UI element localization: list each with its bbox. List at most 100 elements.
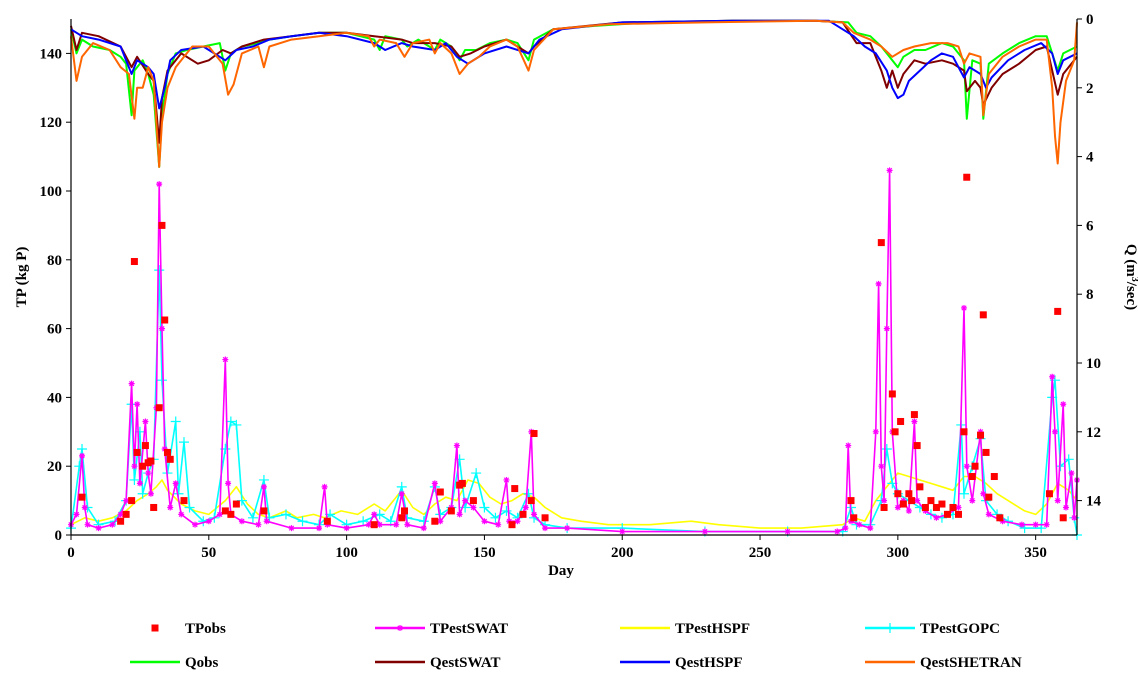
y2-tick-label: 4 (1086, 150, 1094, 166)
tpobs-point-61 (971, 462, 979, 470)
legend: TPobs TPestSWAT TPestHSPF TPestGOPC Qobs Qest… (130, 621, 1022, 671)
tpestswat-point-7 (117, 511, 124, 518)
tpobs-point-33 (519, 510, 527, 518)
tpestswat-point-11 (134, 401, 141, 408)
tpobs-point-29 (458, 479, 466, 487)
series-line-tpestswat (70, 169, 1078, 533)
tpestswat-point-76 (886, 167, 893, 174)
tpestswat-point-84 (933, 514, 940, 521)
tpobs-point-18 (227, 510, 235, 518)
y2-axis-title-base: Q (m (1123, 244, 1138, 277)
tpobs-point-54 (938, 500, 946, 508)
tpobs-point-20 (260, 507, 268, 515)
y-tick-label: 60 (47, 322, 62, 338)
tpobs-point-10 (150, 503, 158, 511)
tpestgopc-point-23 (225, 416, 236, 427)
tpestswat-point-72 (875, 280, 882, 287)
tpestswat-point-51 (470, 504, 477, 511)
tpobs-point-59 (963, 173, 971, 181)
tpestswat-point-33 (288, 525, 295, 532)
tpobs-point-13 (161, 316, 169, 324)
legend-item-qesthspf: QestHSPF (620, 655, 743, 671)
tpestswat-point-65 (834, 528, 841, 535)
tpobs-point-9 (147, 457, 155, 465)
tpestgopc-point-45 (471, 468, 482, 479)
tpestswat-point-43 (404, 521, 411, 528)
series-qestswat (70, 19, 1078, 144)
y2-tick-label: 6 (1086, 218, 1094, 234)
legend-label-qestshetran: QestSHETRAN (920, 655, 1022, 671)
tpobs-point-25 (431, 517, 439, 525)
series-qobs (70, 19, 1078, 168)
tpobs-point-43 (894, 490, 902, 498)
tpestswat-point-34 (316, 525, 323, 532)
y-tick-label: 80 (47, 253, 62, 269)
tpobs-point-35 (530, 430, 538, 438)
tpobs-point-6 (139, 462, 147, 470)
x-tick-label: 100 (335, 545, 358, 561)
tpestswat-point-14 (145, 470, 152, 477)
series-line-qestshetran (70, 19, 1078, 168)
tpobs-point-23 (398, 514, 406, 522)
y-tick-label: 140 (40, 46, 63, 62)
tpestswat-point-1 (73, 511, 80, 518)
tpestswat-point-98 (1051, 428, 1058, 435)
tpestswat-point-38 (365, 521, 372, 528)
tpestswat-point-31 (260, 483, 267, 490)
tpestswat-point-40 (376, 521, 383, 528)
tpobs-point-37 (847, 497, 855, 505)
tpobs-point-63 (979, 311, 987, 319)
y2-tick-label: 10 (1086, 356, 1101, 372)
tpobs-point-66 (990, 473, 998, 481)
tpestgopc-point-2 (77, 444, 88, 454)
tpobs-point-21 (323, 517, 331, 525)
tpobs-point-34 (527, 497, 535, 505)
tpestswat-point-3 (81, 504, 88, 511)
tpestswat-point-20 (167, 504, 174, 511)
series-line-qestswat (70, 19, 1078, 144)
tpestswat-point-82 (914, 497, 921, 504)
tpestswat-point-89 (969, 497, 976, 504)
tpobs-point-62 (977, 431, 985, 439)
legend-marker-tpestswat (397, 625, 403, 631)
tpestswat-point-64 (784, 528, 791, 535)
tpobs-point-14 (163, 448, 171, 456)
tpestswat-point-96 (1043, 521, 1050, 528)
tpobs-point-46 (905, 490, 913, 498)
tpobs-point-58 (960, 428, 968, 436)
tpobs-point-70 (1059, 514, 1067, 522)
tpobs-point-69 (1054, 307, 1062, 315)
y-axis-title: TP (kg P) (14, 247, 30, 308)
tpestswat-point-35 (321, 483, 328, 490)
y2-tick-label: 14 (1086, 494, 1102, 510)
y2-tick-label: 8 (1086, 287, 1094, 303)
tpestswat-point-26 (222, 356, 229, 363)
tpobs-point-19 (232, 500, 240, 508)
tpobs-point-0 (78, 493, 86, 501)
x-tick-label: 250 (749, 545, 772, 561)
tpestswat-point-67 (845, 442, 852, 449)
tpestswat-point-45 (431, 480, 438, 487)
y2-axis-title-tail: /sec) (1123, 281, 1138, 310)
y-tick-label: 0 (55, 528, 63, 544)
tpobs-point-67 (996, 514, 1004, 522)
tpestswat-point-75 (883, 325, 890, 332)
tpestswat-point-12 (136, 480, 143, 487)
tpobs-point-40 (880, 503, 888, 511)
tpestgopc-point-14 (156, 375, 167, 386)
x-tick-label: 50 (201, 545, 216, 561)
tpestswat-point-81 (911, 418, 918, 425)
tpobs-point-57 (954, 510, 962, 518)
tpobs-point-41 (888, 390, 896, 398)
tpobs-point-15 (166, 455, 174, 463)
tpobs-point-26 (436, 488, 444, 496)
tpobs-point-53 (932, 503, 940, 511)
tpestgopc-point-13 (154, 265, 165, 276)
tpestswat-point-17 (156, 181, 163, 188)
tpestswat-point-37 (343, 525, 350, 532)
tpestswat-point-8 (123, 497, 130, 504)
tpestswat-point-2 (79, 452, 86, 459)
tpestgopc-point-46 (479, 502, 490, 513)
axes-layer: 0 20 40 60 80 100 120 140 0 50 100 150 200 250 300 350 0… (40, 12, 1102, 561)
tpestswat-point-57 (522, 504, 529, 511)
